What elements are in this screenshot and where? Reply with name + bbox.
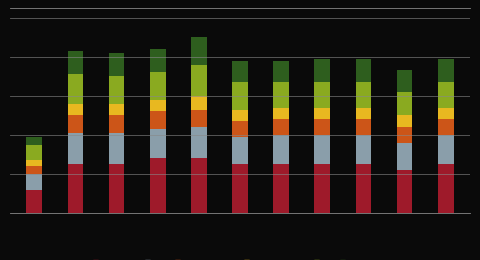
Bar	[150, 72, 166, 100]
Bar	[438, 82, 454, 108]
Bar	[314, 164, 330, 213]
Bar	[68, 51, 83, 74]
Bar	[356, 119, 371, 135]
Bar	[191, 127, 207, 158]
Bar	[232, 61, 248, 82]
Bar	[356, 59, 371, 82]
Bar	[191, 37, 207, 64]
Bar	[273, 108, 289, 119]
Bar	[68, 115, 83, 133]
Bar	[273, 82, 289, 108]
Bar	[68, 164, 83, 213]
Bar	[314, 108, 330, 119]
Legend: North America, Europe, Middle East & Africa, Asia Pacific ex China, China, Latin: North America, Europe, Middle East & Afr…	[91, 258, 389, 260]
Bar	[109, 164, 124, 213]
Bar	[191, 64, 207, 96]
Bar	[109, 53, 124, 76]
Bar	[68, 133, 83, 164]
Bar	[26, 137, 42, 145]
Bar	[356, 164, 371, 213]
Bar	[438, 119, 454, 135]
Bar	[273, 119, 289, 135]
Bar	[26, 166, 42, 174]
Bar	[109, 104, 124, 115]
Bar	[150, 158, 166, 213]
Bar	[397, 127, 412, 143]
Bar	[273, 61, 289, 82]
Bar	[150, 100, 166, 112]
Bar	[438, 59, 454, 82]
Bar	[191, 96, 207, 109]
Bar	[109, 115, 124, 133]
Bar	[438, 164, 454, 213]
Bar	[438, 135, 454, 164]
Bar	[356, 108, 371, 119]
Bar	[397, 92, 412, 115]
Bar	[314, 119, 330, 135]
Bar	[356, 135, 371, 164]
Bar	[232, 164, 248, 213]
Bar	[191, 158, 207, 213]
Bar	[232, 137, 248, 164]
Bar	[314, 82, 330, 108]
Bar	[191, 109, 207, 127]
Bar	[150, 112, 166, 129]
Bar	[26, 145, 42, 160]
Bar	[109, 133, 124, 164]
Bar	[438, 108, 454, 119]
Bar	[397, 143, 412, 170]
Bar	[397, 70, 412, 92]
Bar	[232, 109, 248, 121]
Bar	[356, 82, 371, 108]
Bar	[232, 82, 248, 109]
Bar	[273, 135, 289, 164]
Bar	[26, 174, 42, 190]
Bar	[314, 59, 330, 82]
Bar	[232, 121, 248, 137]
Bar	[26, 160, 42, 166]
Bar	[397, 170, 412, 213]
Bar	[150, 49, 166, 72]
Bar	[397, 115, 412, 127]
Bar	[314, 135, 330, 164]
Bar	[68, 74, 83, 104]
Bar	[109, 76, 124, 104]
Bar	[26, 190, 42, 213]
Bar	[273, 164, 289, 213]
Bar	[68, 104, 83, 115]
Bar	[150, 129, 166, 158]
